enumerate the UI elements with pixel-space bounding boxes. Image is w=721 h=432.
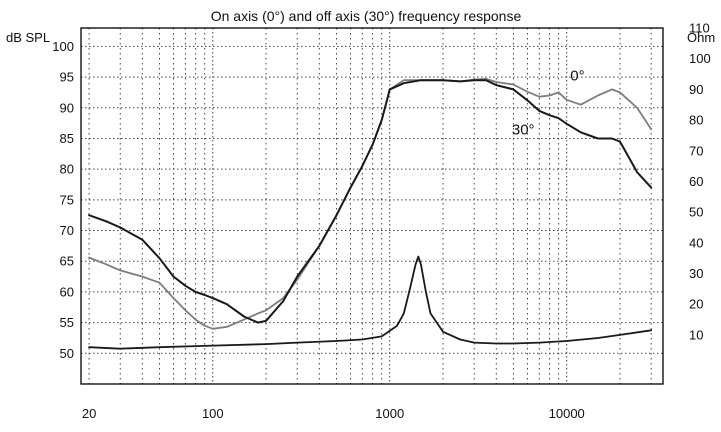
y-right-tick-label-60: 60 bbox=[689, 174, 703, 189]
y-right-tick-label-20: 20 bbox=[689, 297, 703, 312]
plot-frame bbox=[80, 27, 664, 385]
series-layer bbox=[88, 78, 653, 350]
annotation-off_axis: 30° bbox=[512, 121, 535, 138]
y-right-tick-label-90: 90 bbox=[689, 82, 703, 97]
x-tick-label-10000: 10000 bbox=[549, 406, 585, 421]
y-axis-right-label: Ohm bbox=[687, 30, 715, 45]
y-right-tick-label-50: 50 bbox=[689, 205, 703, 220]
y-right-tick-label-80: 80 bbox=[689, 113, 703, 128]
x-tick-label-1000: 1000 bbox=[375, 406, 404, 421]
grid bbox=[81, 28, 663, 384]
y-axis-right-ticks: 10 20 30 40 50 60 70 80 90 100 110 bbox=[689, 21, 711, 343]
y-left-tick-label-50: 50 bbox=[60, 346, 74, 361]
y-right-tick-label-70: 70 bbox=[689, 143, 703, 158]
y-axis-left-label: dB SPL bbox=[6, 30, 50, 45]
annotation-on_axis: 0° bbox=[570, 68, 584, 85]
x-tick-label-100: 100 bbox=[202, 406, 224, 421]
y-axis-left-ticks: 50 55 60 65 70 75 80 85 90 95 100 bbox=[52, 39, 74, 361]
y-left-tick-label-55: 55 bbox=[60, 315, 74, 330]
y-left-tick-label-100: 100 bbox=[52, 39, 74, 54]
y-left-tick-label-60: 60 bbox=[60, 284, 74, 299]
y-left-tick-label-85: 85 bbox=[60, 131, 74, 146]
y-right-tick-label-100: 100 bbox=[689, 51, 711, 66]
y-left-tick-label-75: 75 bbox=[60, 192, 74, 207]
annotations: 0° 30° bbox=[512, 68, 585, 139]
y-left-tick-label-95: 95 bbox=[60, 70, 74, 85]
y-left-tick-label-65: 65 bbox=[60, 254, 74, 269]
y-left-tick-label-90: 90 bbox=[60, 100, 74, 115]
y-left-tick-label-70: 70 bbox=[60, 223, 74, 238]
y-right-tick-label-40: 40 bbox=[689, 235, 703, 250]
y-right-tick-label-30: 30 bbox=[689, 266, 703, 281]
series-line-off_axis bbox=[88, 79, 653, 324]
series-line-impedance bbox=[88, 255, 653, 350]
y-right-tick-label-10: 10 bbox=[689, 327, 703, 342]
x-axis-ticks: 20 100 1000 10000 bbox=[82, 406, 585, 421]
y-right-tick-label-110: 110 bbox=[689, 21, 710, 36]
x-tick-label-20: 20 bbox=[82, 406, 96, 421]
chart-title: On axis (0°) and off axis (30°) frequenc… bbox=[211, 8, 522, 24]
y-left-tick-label-80: 80 bbox=[60, 162, 74, 177]
